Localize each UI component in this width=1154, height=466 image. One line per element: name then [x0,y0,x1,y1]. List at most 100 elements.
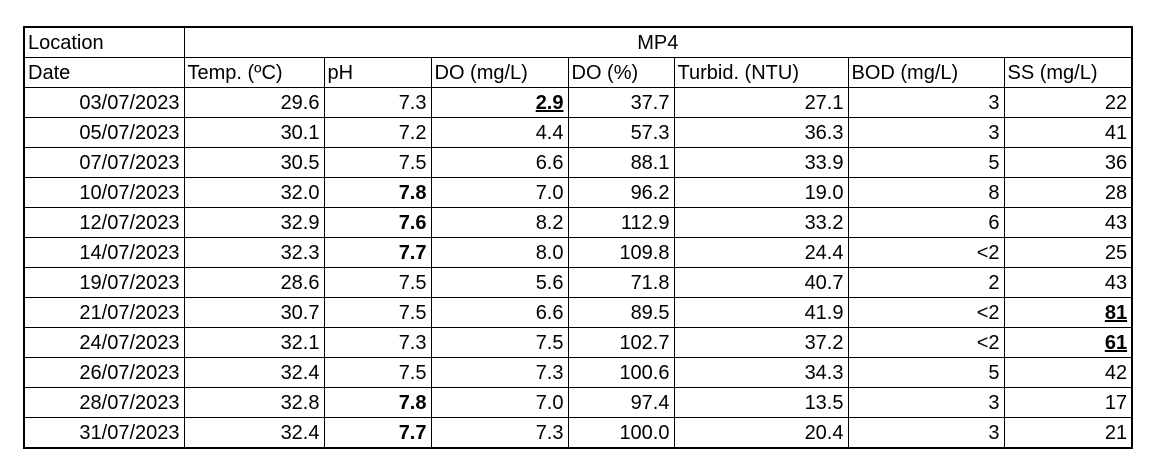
value-cell: 7.5 [430,327,569,358]
value-cell: 21 [1003,417,1133,449]
value-cell: 7.5 [323,147,432,178]
value-cell: 8.0 [430,237,569,268]
value-cell: 7.5 [323,297,432,328]
location-row: Location MP4 [23,26,1133,58]
value-cell: 3 [847,387,1005,418]
date-cell: 19/07/2023 [23,267,185,298]
value-cell: 2.9 [430,87,569,118]
value-cell: 109.8 [567,237,675,268]
value-cell: 43 [1003,207,1133,238]
value-cell: 57.3 [567,117,675,148]
value-cell: 36.3 [673,117,849,148]
data-row: 19/07/2023 28.6 7.5 5.6 71.8 40.7 2 43 [23,267,1133,298]
value-cell: <2 [847,297,1005,328]
data-row: 21/07/2023 30.7 7.5 6.6 89.5 41.9 <2 81 [23,297,1133,328]
column-header: Turbid. (NTU) [673,57,849,88]
location-value: MP4 [183,26,1133,58]
date-cell: 24/07/2023 [23,327,185,358]
value-cell: 20.4 [673,417,849,449]
location-label: Location [23,26,185,58]
value-cell: 22 [1003,87,1133,118]
value-cell: 96.2 [567,177,675,208]
value-cell: 102.7 [567,327,675,358]
value-cell: 7.3 [430,417,569,449]
data-row: 07/07/2023 30.5 7.5 6.6 88.1 33.9 5 36 [23,147,1133,178]
column-header: BOD (mg/L) [847,57,1005,88]
value-cell: 6.6 [430,147,569,178]
value-cell: 30.5 [183,147,325,178]
value-cell: 2 [847,267,1005,298]
value-cell: 32.4 [183,417,325,449]
value-cell: 32.1 [183,327,325,358]
data-row: 05/07/2023 30.1 7.2 4.4 57.3 36.3 3 41 [23,117,1133,148]
value-cell: 7.3 [323,87,432,118]
data-row: 31/07/2023 32.4 7.7 7.3 100.0 20.4 3 21 [23,417,1133,449]
value-cell: 7.5 [323,267,432,298]
value-cell: 43 [1003,267,1133,298]
data-row: 10/07/2023 32.0 7.8 7.0 96.2 19.0 8 28 [23,177,1133,208]
value-cell: 32.0 [183,177,325,208]
column-header: SS (mg/L) [1003,57,1133,88]
data-row: 24/07/2023 32.1 7.3 7.5 102.7 37.2 <2 61 [23,327,1133,358]
value-cell: 89.5 [567,297,675,328]
value-cell: 7.2 [323,117,432,148]
value-cell: 100.6 [567,357,675,388]
value-cell: 112.9 [567,207,675,238]
date-cell: 14/07/2023 [23,237,185,268]
date-label: Date [23,57,185,88]
value-cell: 29.6 [183,87,325,118]
value-cell: 3 [847,87,1005,118]
value-cell: 71.8 [567,267,675,298]
value-cell: 5 [847,357,1005,388]
value-cell: 7.3 [323,327,432,358]
value-cell: 7.0 [430,387,569,418]
column-header: DO (%) [567,57,675,88]
table-body: Location MP4 Date Temp. (ºC) pH DO (mg/L) D… [23,26,1133,449]
header-row: Date Temp. (ºC) pH DO (mg/L) DO (%) Turbid. … [23,57,1133,88]
data-row: 03/07/2023 29.6 7.3 2.9 37.7 27.1 3 22 [23,87,1133,118]
date-cell: 28/07/2023 [23,387,185,418]
date-cell: 31/07/2023 [23,417,185,449]
value-cell: 28 [1003,177,1133,208]
date-cell: 03/07/2023 [23,87,185,118]
data-row: 28/07/2023 32.8 7.8 7.0 97.4 13.5 3 17 [23,387,1133,418]
date-cell: 07/07/2023 [23,147,185,178]
value-cell: 32.3 [183,237,325,268]
value-cell: 8 [847,177,1005,208]
value-cell: 33.9 [673,147,849,178]
value-cell: 41.9 [673,297,849,328]
value-cell: 61 [1003,327,1133,358]
water-quality-table: Location MP4 Date Temp. (ºC) pH DO (mg/L) D… [23,26,1134,449]
value-cell: 5.6 [430,267,569,298]
column-header: Temp. (ºC) [183,57,325,88]
value-cell: 19.0 [673,177,849,208]
column-header: pH [323,57,432,88]
data-row: 26/07/2023 32.4 7.5 7.3 100.6 34.3 5 42 [23,357,1133,388]
date-cell: 10/07/2023 [23,177,185,208]
value-cell: 6 [847,207,1005,238]
value-cell: 25 [1003,237,1133,268]
value-cell: 7.8 [323,387,432,418]
value-cell: 7.6 [323,207,432,238]
value-cell: 32.4 [183,357,325,388]
value-cell: <2 [847,237,1005,268]
value-cell: 81 [1003,297,1133,328]
value-cell: 13.5 [673,387,849,418]
value-cell: 24.4 [673,237,849,268]
value-cell: 7.7 [323,417,432,449]
value-cell: 4.4 [430,117,569,148]
value-cell: 33.2 [673,207,849,238]
value-cell: 7.8 [323,177,432,208]
data-row: 14/07/2023 32.3 7.7 8.0 109.8 24.4 <2 25 [23,237,1133,268]
value-cell: 40.7 [673,267,849,298]
value-cell: 7.0 [430,177,569,208]
value-cell: 28.6 [183,267,325,298]
value-cell: 17 [1003,387,1133,418]
value-cell: 7.7 [323,237,432,268]
value-cell: 7.5 [323,357,432,388]
value-cell: 8.2 [430,207,569,238]
value-cell: 36 [1003,147,1133,178]
value-cell: <2 [847,327,1005,358]
date-cell: 21/07/2023 [23,297,185,328]
